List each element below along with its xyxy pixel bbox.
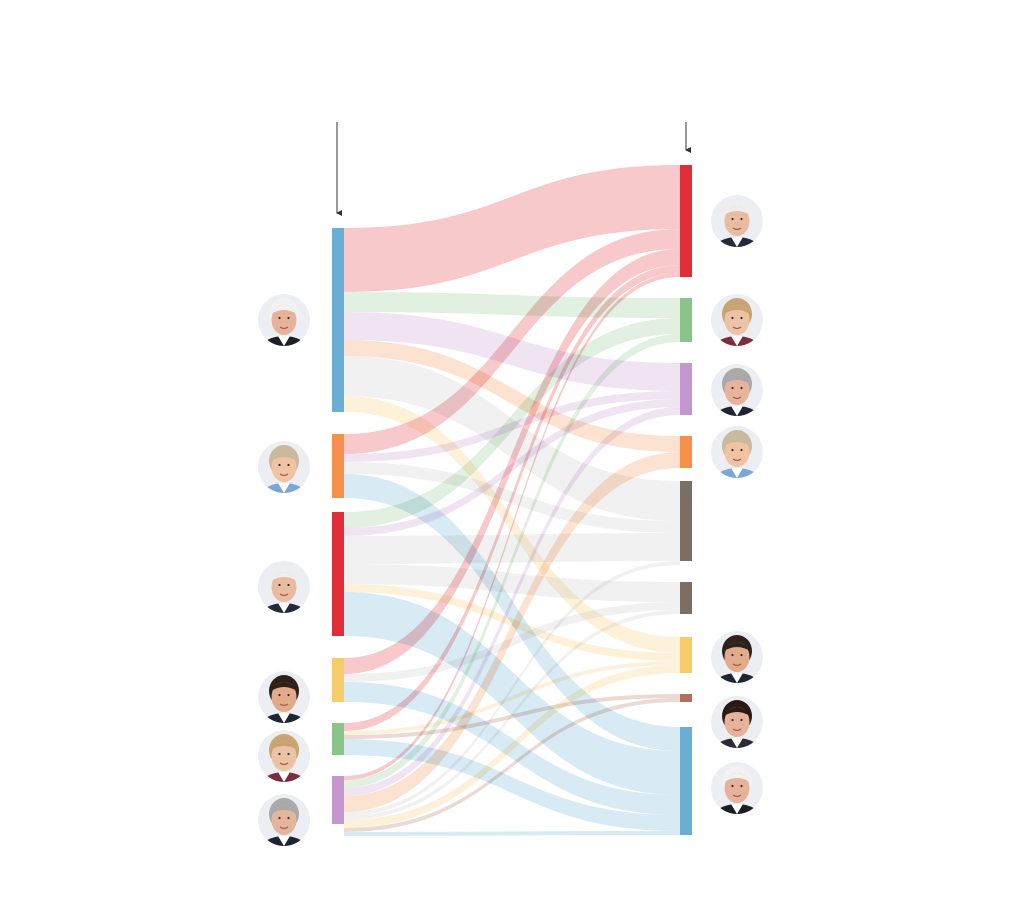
flow-steyer-to-biden — [344, 229, 680, 454]
target-node-buttigieg — [680, 637, 692, 673]
flows-layer — [344, 165, 680, 836]
flow-sanders-to-other1 — [344, 356, 680, 521]
flow-biden-to-buttigieg — [344, 584, 680, 661]
buttigieg-portrait — [258, 671, 310, 723]
target-node-other2 — [680, 582, 692, 614]
flow-bloomberg-to-other2 — [344, 610, 680, 820]
biden-portrait — [711, 195, 763, 247]
flow-bloomberg-to-steyer — [344, 452, 680, 812]
sanders-portrait — [711, 762, 763, 814]
flow-bloomberg-to-buttigieg — [344, 665, 680, 828]
target-node-klobuchar — [680, 694, 692, 702]
klobuchar-portrait — [711, 696, 763, 748]
flow-steyer-to-sanders — [344, 474, 680, 751]
flow-sanders-to-steyer — [344, 340, 680, 452]
flow-biden-to-other1 — [344, 533, 680, 564]
flow-biden-to-other2 — [344, 564, 680, 602]
target-node-other1 — [680, 481, 692, 561]
buttigieg-portrait — [711, 631, 763, 683]
flow-bloomberg-to-warren — [344, 334, 680, 788]
flow-bloomberg-to-biden — [344, 273, 680, 780]
target-node-sanders — [680, 727, 692, 835]
target-node-bloomberg — [680, 363, 692, 415]
steyer-portrait — [711, 426, 763, 478]
source-node-bloomberg — [332, 776, 344, 824]
bloomberg-portrait — [711, 364, 763, 416]
warren-portrait — [711, 294, 763, 346]
flow-buttigieg-to-other2 — [344, 602, 680, 682]
flow-warren-to-buttigieg — [344, 661, 680, 735]
steyer-portrait — [258, 441, 310, 493]
source-node-buttigieg — [332, 658, 344, 702]
warren-portrait — [258, 730, 310, 782]
flow-sanders-to-biden — [344, 165, 680, 292]
source-node-biden — [332, 512, 344, 636]
flow-biden-to-sanders — [344, 592, 680, 795]
target-node-warren — [680, 298, 692, 342]
bloomberg-portrait — [258, 794, 310, 846]
flow-bloomberg-to-sanders — [344, 831, 680, 836]
flow-biden-to-warren — [344, 318, 680, 528]
flow-bloomberg-to-bloomberg — [344, 407, 680, 796]
flow-warren-to-biden — [344, 265, 680, 731]
source-node-steyer — [332, 434, 344, 498]
biden-portrait — [258, 561, 310, 613]
nodes-layer — [332, 165, 692, 835]
source-node-warren — [332, 723, 344, 755]
flow-bloomberg-to-other1 — [344, 561, 680, 816]
sanders-portrait — [258, 294, 310, 346]
portraits-layer — [258, 195, 763, 846]
flow-bloomberg-to-klobuchar — [344, 698, 680, 832]
flow-buttigieg-to-biden — [344, 249, 680, 674]
target-node-steyer — [680, 436, 692, 468]
source-node-sanders — [332, 228, 344, 412]
target-node-biden — [680, 165, 692, 277]
